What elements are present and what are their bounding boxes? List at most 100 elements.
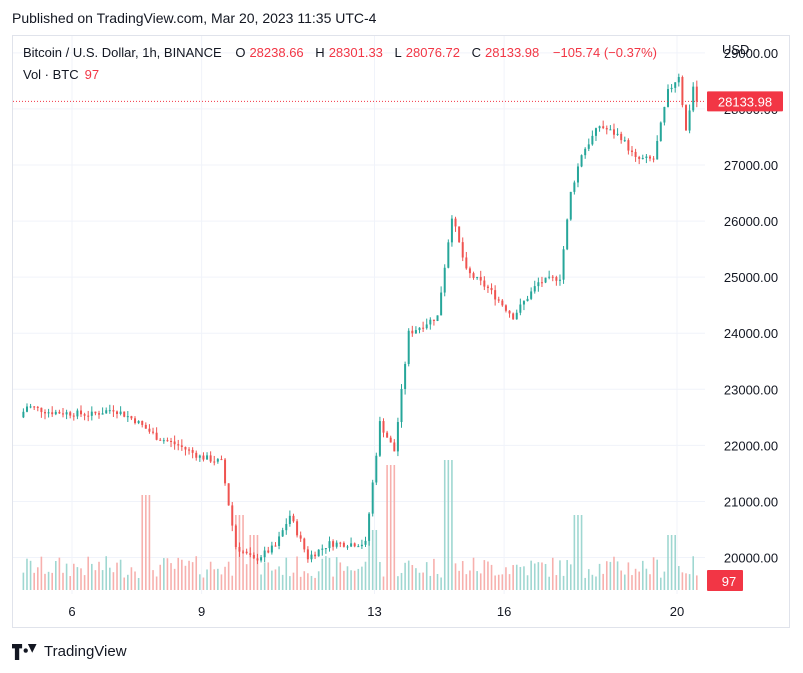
volume-bar: [436, 573, 439, 590]
symbol-title: Bitcoin / U.S. Dollar, 1h, BINANCE: [23, 45, 222, 60]
candle-body: [25, 406, 28, 412]
candle-body: [627, 140, 630, 151]
volume-bar: [393, 465, 396, 590]
candle-body: [238, 546, 241, 552]
candle-body: [36, 406, 39, 408]
candle-body: [159, 439, 162, 441]
candle-body: [526, 298, 529, 302]
volume-bar: [87, 556, 90, 590]
volume-bar: [515, 564, 518, 590]
volume-bar: [501, 574, 504, 590]
y-tick-label: 25000.00: [724, 270, 778, 285]
candle-body: [663, 106, 666, 123]
candle-body: [206, 455, 209, 460]
candle-body: [479, 276, 482, 281]
high-label: H: [315, 45, 325, 60]
volume-bar: [447, 460, 450, 590]
y-tick-label: 20000.00: [724, 551, 778, 566]
volume-bar: [335, 557, 338, 590]
candle-body: [404, 364, 407, 389]
volume-bar: [350, 570, 352, 590]
candle-body: [184, 446, 187, 450]
volume-bar: [638, 571, 640, 590]
candle-body: [519, 304, 522, 313]
volume-bars: [22, 460, 698, 590]
volume-bar: [623, 574, 626, 590]
volume-bar: [152, 570, 154, 590]
candle-body: [692, 86, 695, 111]
volume-bar: [195, 556, 198, 590]
candle-body: [634, 151, 637, 157]
volume-bar: [188, 560, 190, 590]
volume-bar: [533, 563, 536, 590]
volume-bar: [285, 557, 288, 590]
close-value: 28133.98: [485, 45, 540, 60]
candle-body: [224, 459, 227, 484]
candle-body: [332, 541, 335, 547]
change-value: −105.74 (−0.37%): [552, 45, 657, 60]
volume-bar: [411, 565, 414, 590]
candle-body: [652, 158, 655, 160]
volume-bar: [159, 564, 162, 590]
candle-body: [148, 428, 151, 432]
candle-body: [530, 291, 533, 299]
candle-body: [638, 156, 641, 159]
volume-bar: [65, 563, 68, 590]
volume-bar: [616, 561, 619, 590]
candle-body: [458, 226, 461, 243]
time-axis: 6 9 13 16 20: [68, 604, 684, 619]
candle-body: [61, 413, 64, 415]
volume-bar: [98, 561, 100, 590]
candle-body: [346, 546, 349, 548]
volume-bar: [101, 570, 104, 590]
candle-body: [623, 140, 626, 142]
candle-body: [191, 449, 194, 453]
volume-bar: [559, 560, 561, 590]
candle-body: [58, 411, 61, 414]
volume-bar: [400, 572, 403, 590]
candle-body: [105, 410, 108, 414]
y-tick-label: 27000.00: [724, 158, 778, 173]
last-price-badge: [707, 91, 783, 112]
candle-body: [180, 445, 183, 447]
volume-bar: [361, 566, 363, 590]
candle-body: [350, 543, 353, 547]
volume-bar: [573, 515, 576, 590]
candle-body: [267, 550, 270, 553]
volume-bar: [580, 515, 583, 590]
volume-bar: [94, 570, 97, 590]
y-tick-label: 29000.00: [724, 46, 778, 61]
volume-bar: [555, 575, 558, 590]
volume-bar: [692, 556, 695, 590]
volume-bar: [29, 560, 32, 590]
volume-bar: [202, 577, 205, 590]
candle-body: [576, 166, 579, 183]
volume-bar: [199, 574, 201, 590]
volume-bar: [688, 574, 691, 590]
volume-bar: [386, 465, 388, 590]
volume-bar: [645, 568, 648, 590]
volume-bar: [134, 571, 136, 590]
volume-bar: [595, 576, 597, 590]
candle-body: [558, 279, 561, 281]
volume-bar: [22, 572, 25, 590]
volume-bar: [217, 568, 219, 590]
volume-bar: [339, 562, 342, 590]
volume-bar: [681, 572, 684, 590]
candle-body: [123, 411, 126, 417]
volume-bar: [119, 559, 122, 590]
candle-body: [202, 455, 205, 460]
candle-body: [303, 538, 306, 550]
volume-bar: [245, 564, 248, 590]
volume-bar: [649, 574, 651, 590]
volume-bar: [303, 571, 306, 590]
candle-body: [414, 330, 417, 334]
candle-body: [602, 126, 605, 129]
volume-bar: [44, 573, 46, 590]
candle-body: [674, 82, 677, 88]
candle-body: [396, 422, 399, 452]
tradingview-footer[interactable]: TradingView: [12, 643, 127, 660]
candle-body: [252, 554, 255, 559]
candle-body: [296, 521, 299, 536]
